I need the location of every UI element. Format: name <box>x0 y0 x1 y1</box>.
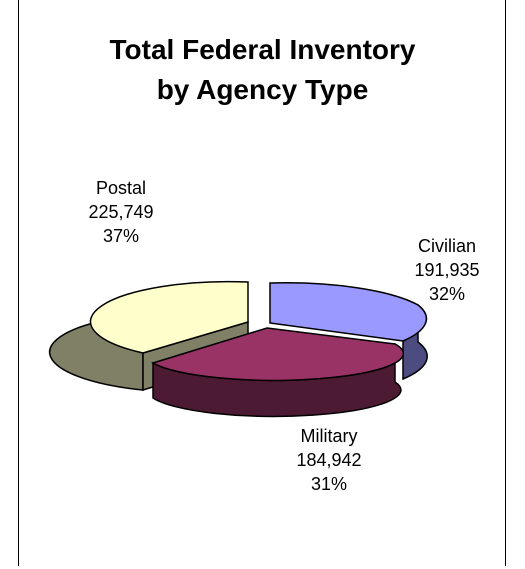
slice-postal-top <box>89 280 249 354</box>
label-postal-percent: 37% <box>102 226 140 246</box>
chart-frame <box>18 0 506 566</box>
label-military-percent: 31% <box>310 474 348 494</box>
label-civilian: Civilian 191,935 32% <box>392 234 502 306</box>
label-military: Military 184,942 31% <box>274 424 384 496</box>
label-postal-name: Postal <box>95 178 147 198</box>
slice-civilian-top <box>269 282 428 342</box>
slice-military-top <box>151 327 405 382</box>
chart-title-line-2: by Agency Type <box>156 74 369 105</box>
chart-title-line-1: Total Federal Inventory <box>109 34 416 65</box>
label-military-name: Military <box>300 426 358 446</box>
label-civilian-name: Civilian <box>417 236 477 256</box>
chart-title: Total Federal Inventory by Agency Type <box>0 30 525 110</box>
slice-civilian <box>269 282 428 381</box>
label-civilian-value: 191,935 <box>414 260 480 280</box>
slice-military <box>151 327 405 418</box>
label-postal-value: 225,749 <box>88 202 154 222</box>
label-military-value: 184,942 <box>296 450 362 470</box>
label-postal: Postal 225,749 37% <box>66 176 176 248</box>
label-civilian-percent: 32% <box>428 284 466 304</box>
